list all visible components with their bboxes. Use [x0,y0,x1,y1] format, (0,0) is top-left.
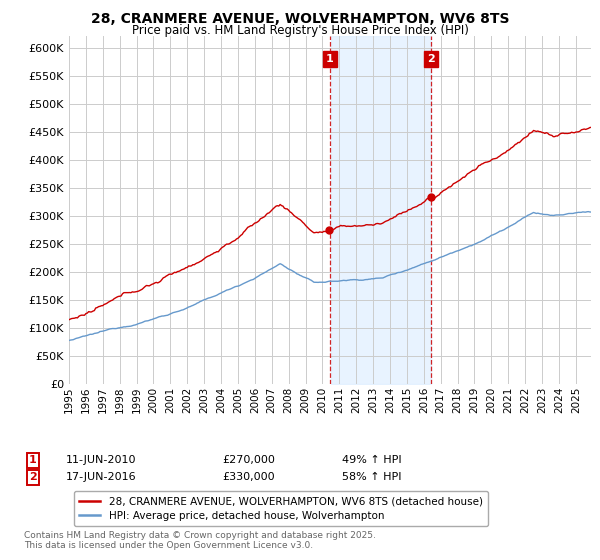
Legend: 28, CRANMERE AVENUE, WOLVERHAMPTON, WV6 8TS (detached house), HPI: Average price: 28, CRANMERE AVENUE, WOLVERHAMPTON, WV6 … [74,491,488,526]
Text: 2: 2 [427,54,435,64]
Text: 1: 1 [29,455,37,465]
Text: 28, CRANMERE AVENUE, WOLVERHAMPTON, WV6 8TS: 28, CRANMERE AVENUE, WOLVERHAMPTON, WV6 … [91,12,509,26]
Text: 58% ↑ HPI: 58% ↑ HPI [342,472,401,482]
Text: 11-JUN-2010: 11-JUN-2010 [66,455,137,465]
Text: 1: 1 [326,54,334,64]
Text: Contains HM Land Registry data © Crown copyright and database right 2025.
This d: Contains HM Land Registry data © Crown c… [24,530,376,550]
Text: £270,000: £270,000 [222,455,275,465]
Text: 49% ↑ HPI: 49% ↑ HPI [342,455,401,465]
Text: 2: 2 [29,472,37,482]
Text: £330,000: £330,000 [222,472,275,482]
Text: 17-JUN-2016: 17-JUN-2016 [66,472,137,482]
Text: Price paid vs. HM Land Registry's House Price Index (HPI): Price paid vs. HM Land Registry's House … [131,24,469,36]
